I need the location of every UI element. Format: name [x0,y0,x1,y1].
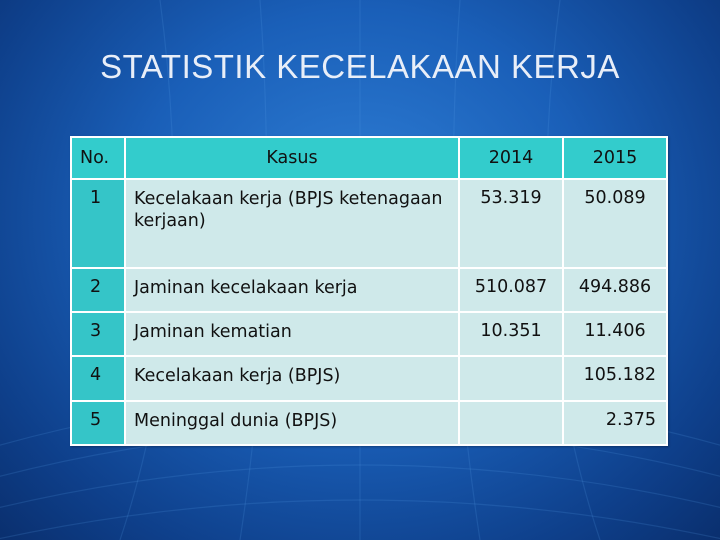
statistics-table: No. Kasus 2014 2015 1 Kecelakaan kerja (… [70,136,668,446]
row-value-2014: 10.351 [459,312,563,356]
row-kasus: Kecelakaan kerja (BPJS ketenagaan kerjaa… [125,179,459,268]
row-kasus: Jaminan kecelakaan kerja [125,268,459,312]
row-value-2014 [459,401,563,445]
row-number: 2 [71,268,125,312]
row-value-2015: 50.089 [563,179,667,268]
row-number: 1 [71,179,125,268]
table-row: 1 Kecelakaan kerja (BPJS ketenagaan kerj… [71,179,667,268]
header-kasus: Kasus [125,137,459,179]
table-row: 2 Jaminan kecelakaan kerja 510.087 494.8… [71,268,667,312]
row-number: 3 [71,312,125,356]
row-kasus: Meninggal dunia (BPJS) [125,401,459,445]
row-value-2014: 510.087 [459,268,563,312]
row-value-2014 [459,356,563,401]
row-number: 4 [71,356,125,401]
row-value-2015: 105.182 [563,356,667,401]
page-title: STATISTIK KECELAKAAN KERJA [0,48,720,86]
row-value-2015: 494.886 [563,268,667,312]
row-number: 5 [71,401,125,445]
table-row: 4 Kecelakaan kerja (BPJS) 105.182 [71,356,667,401]
table-row: 5 Meninggal dunia (BPJS) 2.375 [71,401,667,445]
row-kasus: Jaminan kematian [125,312,459,356]
row-value-2015: 11.406 [563,312,667,356]
header-2014: 2014 [459,137,563,179]
header-2015: 2015 [563,137,667,179]
table-header-row: No. Kasus 2014 2015 [71,137,667,179]
row-kasus: Kecelakaan kerja (BPJS) [125,356,459,401]
header-no: No. [71,137,125,179]
row-value-2015: 2.375 [563,401,667,445]
row-value-2014: 53.319 [459,179,563,268]
table-row: 3 Jaminan kematian 10.351 11.406 [71,312,667,356]
